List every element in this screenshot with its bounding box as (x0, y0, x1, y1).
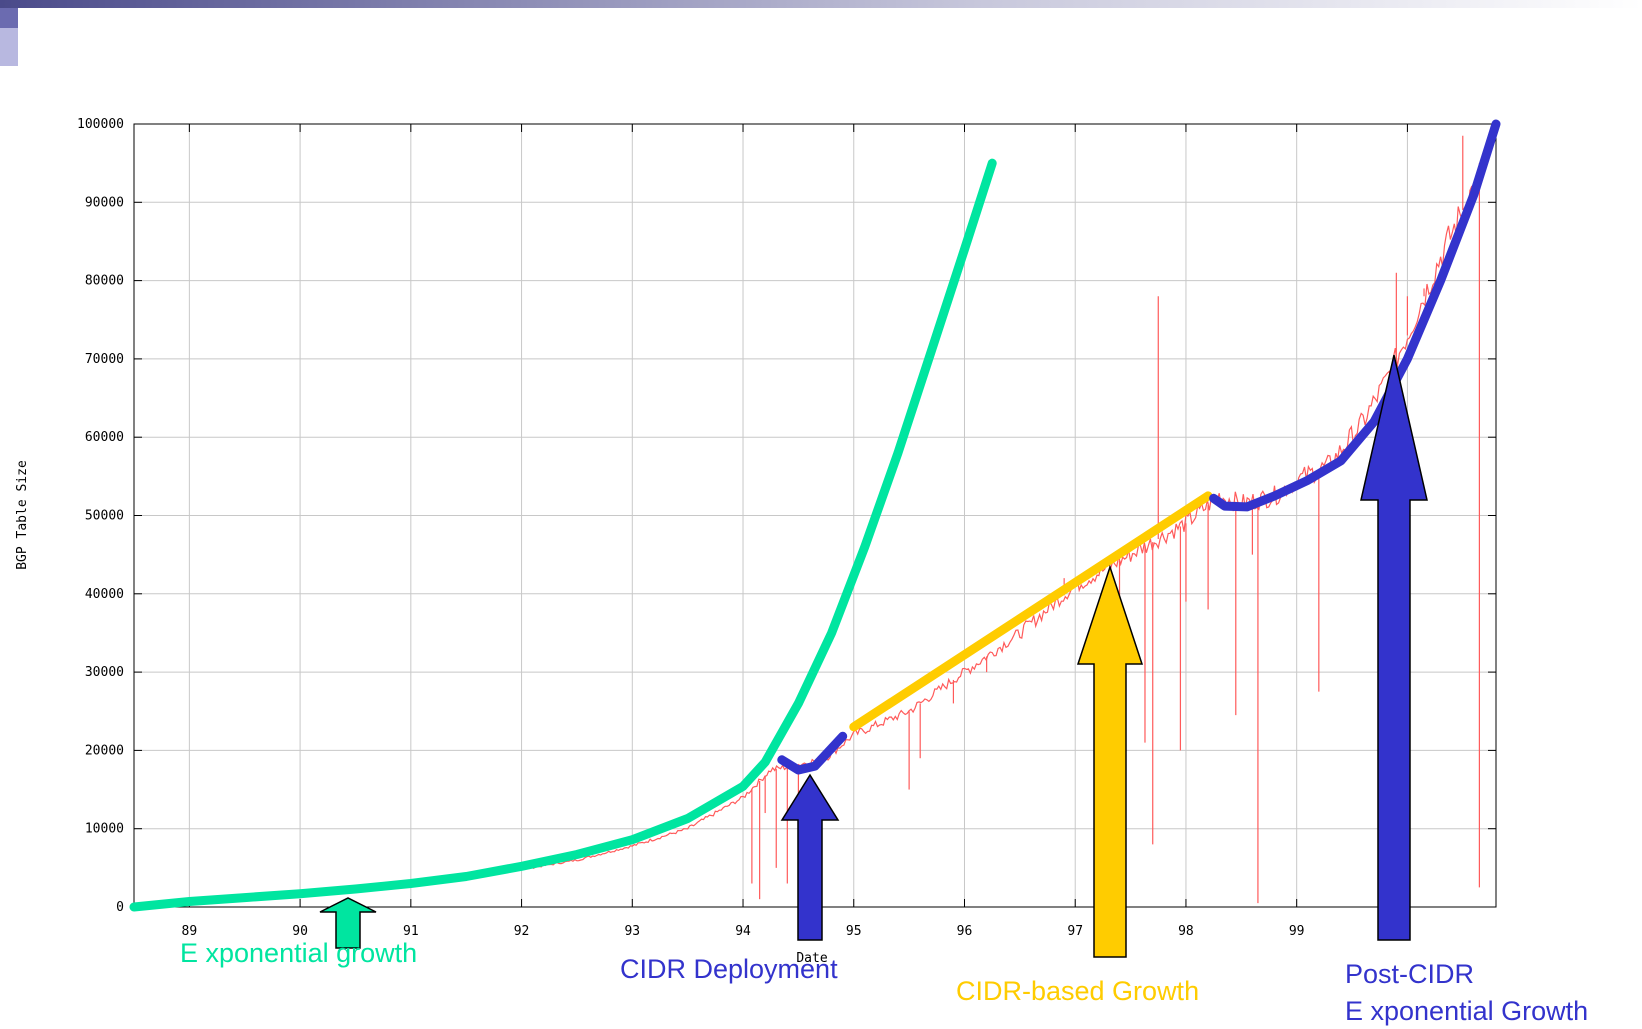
measured-trace (355, 185, 1473, 889)
y-tick-label: 90000 (85, 195, 124, 210)
series-post-cidr-growth-curve (1209, 119, 1501, 512)
y-tick-label: 100000 (77, 117, 124, 132)
x-tick-label: 95 (846, 924, 862, 939)
y-tick-label: 80000 (85, 274, 124, 289)
cidr-deployment-arrow-icon (780, 773, 840, 941)
x-tick-label: 94 (735, 924, 751, 939)
x-tick-label: 99 (1289, 924, 1305, 939)
y-tick-label: 20000 (85, 743, 124, 758)
x-axis-label: Date (796, 951, 827, 966)
post-cidr-growth-arrow-icon (1360, 354, 1428, 941)
y-tick-label: 0 (116, 900, 124, 915)
y-tick-label: 40000 (85, 587, 124, 602)
annotation-post-cidr: Post-CIDR (1345, 959, 1474, 989)
x-tick-label: 96 (957, 924, 973, 939)
series-cidr-based-growth-line (849, 491, 1213, 732)
x-tick-label: 98 (1178, 924, 1194, 939)
y-tick-label: 60000 (85, 430, 124, 445)
x-tick-label: 92 (514, 924, 530, 939)
x-tick-label: 93 (624, 924, 640, 939)
x-tick-label: 89 (182, 924, 198, 939)
annotation-exponential-growth: E xponential growth (180, 938, 417, 968)
y-tick-label: 10000 (85, 822, 124, 837)
x-tick-label: 90 (292, 924, 308, 939)
annotation-cidr-deployment: CIDR Deployment (620, 954, 838, 984)
y-tick-label: 30000 (85, 665, 124, 680)
series-measured-bgp-table-size (355, 135, 1480, 904)
y-tick-label: 70000 (85, 352, 124, 367)
slide-header-decoration (0, 0, 1642, 66)
arrows (319, 354, 1428, 958)
y-tick-label: 50000 (85, 509, 124, 524)
annotation-cidr-based-growth: CIDR-based Growth (956, 976, 1199, 1006)
y-axis-tick-labels: 0 10000 20000 30000 40000 50000 60000 70000 8000… (77, 117, 124, 915)
series-cidr-deployment-curve (777, 731, 848, 775)
series-exponential-growth-curve (129, 158, 997, 912)
cidr-based-growth-arrow-icon (1076, 564, 1144, 958)
x-axis-tick-labels: 89909192939495969798990 (182, 924, 1412, 939)
x-tick-label: 91 (403, 924, 419, 939)
data-series (129, 119, 1501, 912)
x-tick-label: 97 (1067, 924, 1083, 939)
y-axis-label: BGP Table Size (15, 460, 30, 570)
exponential-growth-arrow-icon (319, 897, 377, 949)
annotation-exponential-growth-post-cidr: E xponential Growth (1345, 996, 1588, 1026)
